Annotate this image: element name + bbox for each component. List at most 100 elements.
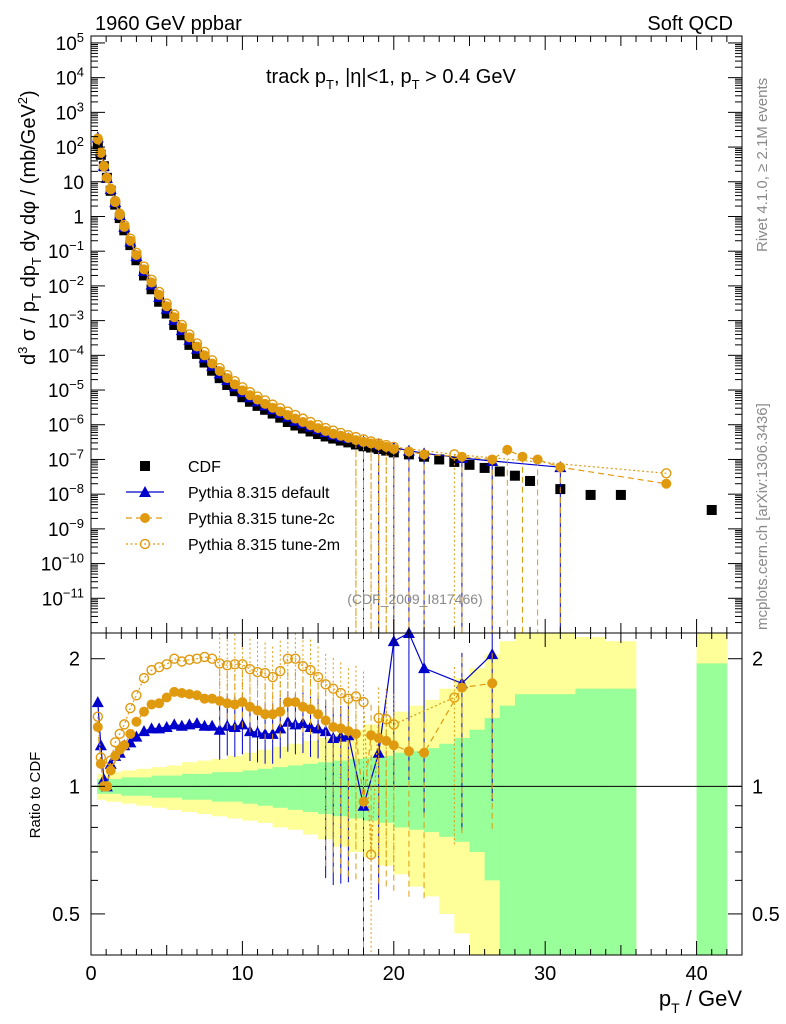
point-tune2c — [184, 332, 195, 343]
ratio-point-default — [418, 662, 431, 674]
rivet-version-label: Rivet 4.1.0, ≥ 2.1M events — [754, 78, 771, 252]
point-tune2m — [119, 220, 130, 231]
point-tune2m — [98, 161, 110, 172]
point-tune2c — [125, 235, 136, 246]
main-y-axis-label: d3 σ / pT dpT dy dφ / (mb/GeV2) — [15, 90, 44, 365]
legend-marker-tune2c — [140, 513, 150, 523]
ratio-y-tick-label-right: 0.5 — [752, 904, 780, 926]
ratio-point-tune2m — [335, 687, 347, 699]
point-tune2m — [350, 431, 362, 443]
band-inner-bin — [393, 752, 410, 828]
legend-marker-cdf — [140, 461, 150, 471]
point-cdf — [184, 339, 195, 350]
point-tune2m — [199, 346, 210, 358]
ratio-point-tune2m — [222, 660, 233, 671]
point-tune2m — [161, 298, 172, 309]
point-tune2m — [101, 172, 113, 184]
x-tick-label: 20 — [383, 963, 405, 985]
mcplots-label: mcplots.cern.ch [arXiv:1306.3436] — [754, 403, 771, 630]
ratio-point-tune2c — [366, 730, 377, 741]
point-tune2c — [305, 420, 316, 431]
ratio-point-tune2m — [267, 671, 278, 683]
point-cdf — [464, 459, 475, 470]
ratio-point-tune2c — [320, 715, 331, 726]
point-cdf — [494, 466, 505, 477]
ratio-point-tune2m — [105, 755, 116, 766]
y-tick-label: 104 — [56, 65, 84, 90]
point-cdf — [169, 319, 180, 330]
ratio-point-tune2m — [373, 712, 384, 724]
point-tune2c — [267, 402, 278, 413]
ratio-point-tune2c — [138, 706, 149, 717]
ratio-point-tune2m — [449, 692, 460, 703]
ratio-series-tune2c — [92, 652, 498, 949]
legend-item-default: Pythia 8.315 default — [126, 485, 330, 502]
point-tune2m — [125, 233, 136, 244]
main-panel-series — [91, 131, 717, 633]
point-cdf — [282, 416, 293, 427]
ratio-point-default — [259, 727, 272, 739]
ratio-point-default — [304, 721, 317, 733]
legend-item-tune2m: Pythia 8.315 tune-2m — [126, 537, 340, 554]
legend-marker-tune2m — [139, 538, 151, 550]
point-tune2m — [388, 441, 399, 453]
ratio-point-tune2m — [176, 656, 188, 667]
header-right: Soft QCD — [647, 13, 733, 35]
ratio-point-tune2c — [282, 697, 293, 708]
point-tune2c — [207, 358, 218, 369]
point-tune2c — [176, 322, 187, 333]
band-inner-bin — [242, 770, 258, 804]
point-tune2c — [154, 289, 165, 300]
ratio-point-tune2m — [312, 671, 324, 683]
point-tune2c — [260, 398, 271, 409]
ratio-point-tune2m — [125, 702, 136, 714]
point-tune2m — [381, 439, 392, 451]
point-tune2m — [110, 195, 121, 207]
ratio-point-tune2c — [125, 728, 136, 739]
y-tick-label: 103 — [56, 99, 84, 124]
band-inner-bin — [424, 748, 440, 833]
band-inner-bin — [408, 751, 425, 830]
band-inner-bin — [696, 663, 728, 955]
point-tune2m — [114, 208, 125, 219]
ratio-point-tune2c — [222, 698, 233, 709]
ratio-point-tune2m — [161, 659, 172, 670]
ratio-point-tune2c — [176, 688, 187, 699]
point-cdf — [434, 454, 445, 465]
x-tick-label: 10 — [231, 963, 253, 985]
ratio-point-tune2m — [388, 719, 399, 730]
point-tune2c — [502, 444, 513, 455]
band-inner-bin — [469, 729, 485, 852]
y-tick-label: 10−5 — [48, 377, 84, 402]
analysis-watermark: (CDF_2009_I817466) — [347, 591, 482, 607]
x-tick-label: 0 — [85, 963, 96, 985]
point-tune2m — [146, 274, 157, 285]
point-tune2m — [138, 261, 150, 272]
point-tune2m — [229, 375, 241, 387]
ratio-point-tune2m — [95, 752, 107, 763]
point-cdf — [525, 475, 536, 486]
ratio-point-tune2c — [191, 690, 202, 701]
ratio-point-tune2c — [260, 709, 271, 720]
band-inner-bin — [302, 763, 319, 812]
ratio-point-tune2c — [252, 705, 263, 716]
legend-label: CDF — [188, 459, 221, 476]
ratio-point-tune2c — [456, 682, 467, 693]
ratio-point-tune2c — [119, 740, 130, 751]
band-inner-bin — [514, 694, 546, 955]
ratio-point-tune2m — [229, 659, 241, 670]
legend-item-tune2c: Pythia 8.315 tune-2c — [126, 511, 335, 528]
ratio-panel-series — [91, 627, 499, 955]
ratio-series-tune2m — [92, 633, 460, 955]
y-tick-label: 1 — [73, 207, 84, 228]
band-inner-bin — [257, 768, 273, 806]
ratio-point-tune2m — [199, 651, 210, 663]
legend-label: Pythia 8.315 tune-2c — [188, 511, 335, 528]
point-tune2m — [358, 434, 369, 445]
ratio-point-tune2c — [237, 697, 248, 708]
y-tick-label: 105 — [56, 30, 84, 55]
x-tick-label: 30 — [534, 963, 556, 985]
ratio-point-default — [274, 722, 287, 734]
ratio-point-tune2c — [199, 693, 210, 704]
ratio-point-tune2m — [110, 737, 121, 748]
